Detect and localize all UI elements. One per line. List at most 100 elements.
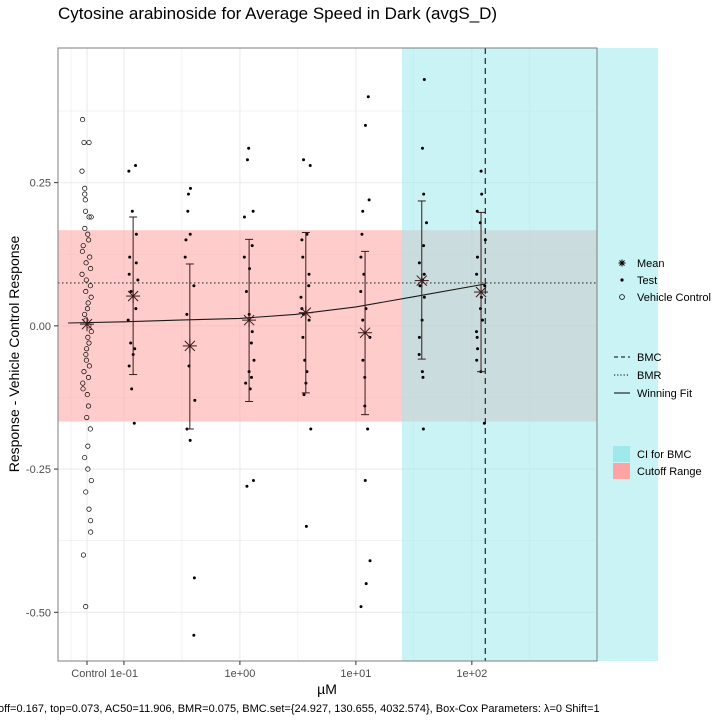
vehicle-control-point xyxy=(82,311,88,317)
test-point xyxy=(192,576,196,580)
x-tick-label: 1e+02 xyxy=(456,668,487,680)
test-point xyxy=(249,375,253,379)
vehicle-control-point xyxy=(85,300,91,306)
test-point xyxy=(186,209,190,213)
x-tick-label: Control xyxy=(71,668,106,680)
plot-panel: 0.25 0.00 -0.25 -0.50 Control 1e-01 1e+00 1e+01… xyxy=(26,47,659,680)
legend-item-winning-fit: Winning Fit xyxy=(614,388,692,400)
test-point xyxy=(184,238,188,242)
legend-label: Mean xyxy=(637,258,665,270)
test-point xyxy=(421,427,425,431)
test-point xyxy=(245,484,249,488)
vehicle-control-point xyxy=(82,225,88,232)
test-point xyxy=(475,255,479,259)
mean-marker xyxy=(242,313,257,328)
test-point xyxy=(133,347,137,351)
test-point xyxy=(188,186,192,190)
test-point xyxy=(479,169,483,173)
vehicle-control-point xyxy=(88,529,94,535)
y-tick-label: -0.25 xyxy=(26,464,51,476)
test-point xyxy=(192,284,196,288)
test-point xyxy=(185,312,189,316)
mean-marker xyxy=(126,289,141,304)
y-tick-label: 0.00 xyxy=(30,321,51,333)
test-point xyxy=(307,284,311,288)
vehicle-control-point xyxy=(82,455,88,461)
vehicle-control-point xyxy=(85,231,91,237)
vehicle-control-point xyxy=(88,329,94,335)
test-point xyxy=(418,284,422,288)
test-point xyxy=(308,163,312,167)
vehicle-control-point xyxy=(79,271,85,277)
test-point xyxy=(127,364,131,368)
test-point xyxy=(359,289,363,293)
vehicle-control-point xyxy=(88,266,94,272)
test-point xyxy=(134,163,138,167)
mean-marker xyxy=(182,338,197,353)
test-point xyxy=(304,524,308,528)
mean-marker xyxy=(298,305,313,320)
vehicle-control-point xyxy=(86,506,92,512)
test-point xyxy=(129,289,133,293)
test-point xyxy=(193,398,197,402)
legend-item-mean: Mean xyxy=(618,258,665,270)
test-point xyxy=(245,158,249,162)
vehicle-control-point xyxy=(80,117,86,123)
test-point xyxy=(482,421,486,425)
vehicle-control-point xyxy=(82,208,89,214)
vehicle-control-point xyxy=(85,403,92,409)
test-point xyxy=(242,215,246,219)
test-point xyxy=(483,238,487,242)
test-point xyxy=(361,209,365,213)
test-point xyxy=(301,335,305,339)
vehicle-control-point xyxy=(86,237,92,243)
test-point xyxy=(183,255,187,259)
test-point xyxy=(251,209,255,213)
test-point xyxy=(475,330,479,334)
test-point xyxy=(252,358,256,362)
vehicle-control-point xyxy=(84,414,90,421)
vehicle-control-point xyxy=(88,518,94,524)
mean-marker xyxy=(358,325,373,340)
test-point xyxy=(359,255,363,259)
y-tick-label: 0.25 xyxy=(30,178,51,190)
test-point xyxy=(417,335,421,339)
mean-marker xyxy=(414,273,429,288)
vehicle-control-point xyxy=(81,369,87,375)
test-point xyxy=(127,272,131,276)
vehicle-control-point xyxy=(83,260,89,266)
test-point xyxy=(422,272,426,276)
test-point xyxy=(425,221,429,225)
vehicle-control-point xyxy=(81,139,87,146)
test-point xyxy=(128,255,132,259)
test-point xyxy=(360,232,364,236)
chart-caption: off=0.167, top=0.073, AC50=11.906, BMR=0… xyxy=(0,703,600,715)
vehicle-control-point xyxy=(80,380,86,386)
test-point xyxy=(302,393,306,397)
test-point xyxy=(307,272,311,276)
legend-label: CI for BMC xyxy=(637,449,691,461)
test-point xyxy=(300,238,304,242)
legend-label: BMR xyxy=(637,370,662,382)
mean-marker xyxy=(474,285,489,300)
vehicle-control-point xyxy=(83,357,89,363)
legend: Mean Test Vehicle Control BMC BMR Winning Fit… xyxy=(613,258,711,479)
vehicle-control-point xyxy=(83,288,89,295)
test-point xyxy=(129,341,133,345)
vehicle-control-point xyxy=(82,197,88,203)
legend-label: Test xyxy=(637,275,657,287)
vehicle-control-point xyxy=(80,386,86,392)
test-point xyxy=(242,255,246,259)
test-point xyxy=(247,146,251,150)
test-point xyxy=(244,381,248,385)
x-tick-label: 1e+01 xyxy=(340,668,371,680)
test-point xyxy=(188,438,192,442)
test-point xyxy=(363,123,367,127)
vehicle-control-point xyxy=(88,214,94,220)
vehicle-control-point xyxy=(82,191,88,197)
legend-item-ci-for-bmc: CI for BMC xyxy=(613,446,691,462)
test-point xyxy=(130,209,134,213)
test-point xyxy=(479,307,483,311)
vehicle-control-point xyxy=(85,334,91,340)
test-point xyxy=(361,358,365,362)
